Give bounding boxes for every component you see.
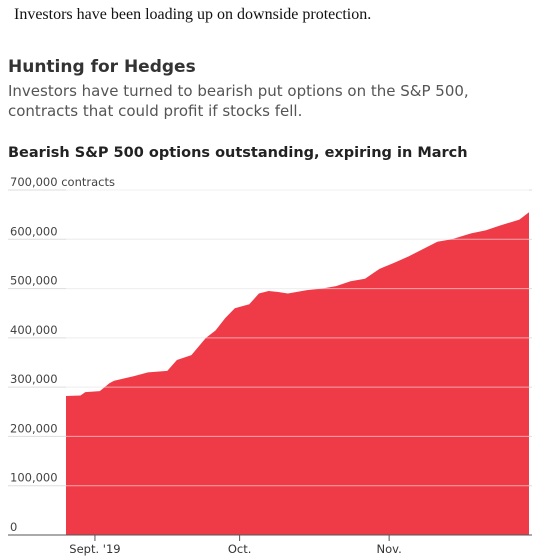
y-axis: 0 100,000 200,000 300,000 400,000 500,000 600,… (10, 175, 529, 534)
y-tick-label: 500,000 (10, 274, 58, 288)
y-tick-label: 300,000 (10, 372, 58, 386)
y-tick-label: 400,000 (10, 323, 58, 337)
area-series (66, 212, 529, 535)
y-tick-label: 600,000 (10, 224, 58, 238)
series-area (66, 212, 529, 535)
x-tick-label: Nov. (377, 542, 402, 556)
article-caption: Investors have been loading up on downsi… (14, 6, 372, 23)
y-tick-label: 700,000 contracts (10, 175, 115, 189)
x-tick-label: Sept. '19 (69, 542, 120, 556)
x-tick-label: Oct. (228, 542, 252, 556)
chart-subtitle: Investors have turned to bearish put opt… (8, 82, 469, 120)
chart-heading: Bearish S&P 500 options outstanding, exp… (8, 145, 468, 161)
chart-title: Hunting for Hedges (8, 57, 196, 77)
y-tick-label: 200,000 (10, 421, 58, 435)
y-tick-label: 100,000 (10, 471, 58, 485)
y-tick-label: 0 (10, 520, 17, 534)
x-axis: Sept. '19 Oct. Nov. (8, 534, 532, 556)
